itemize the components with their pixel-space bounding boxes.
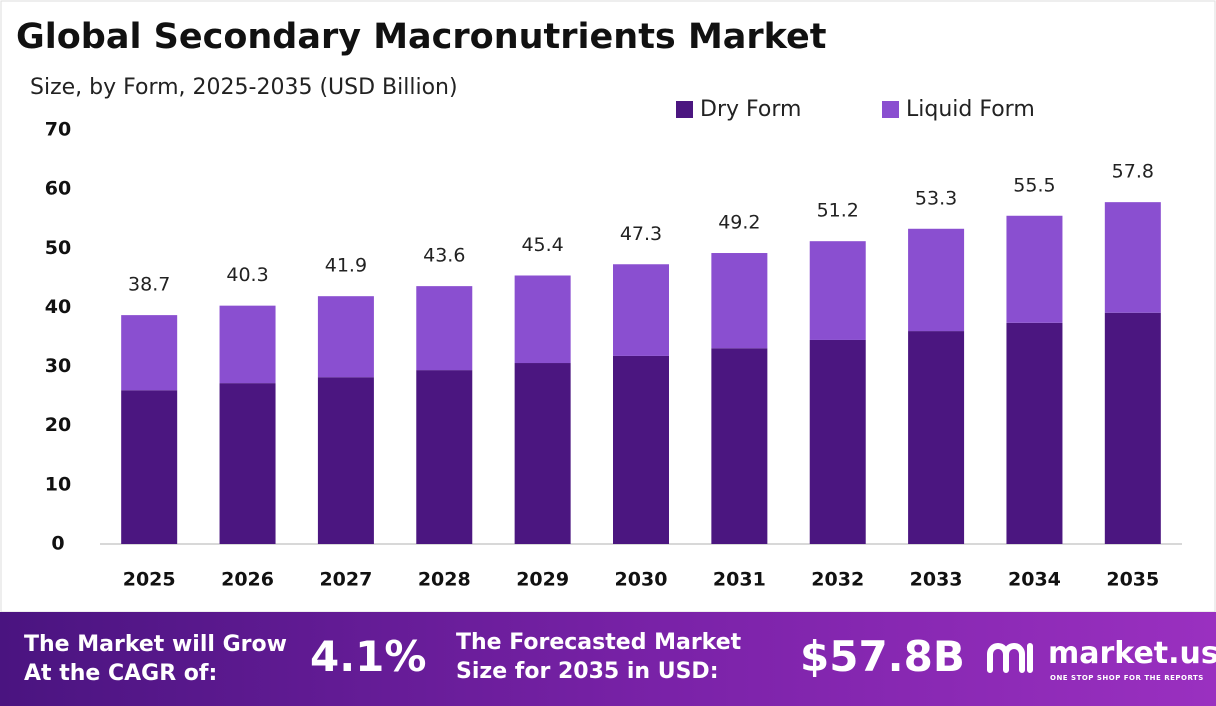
- total-label: 55.5: [1013, 174, 1055, 196]
- x-tick-label: 2035: [1106, 569, 1159, 591]
- bar-segment: [317, 377, 374, 544]
- bar-segment: [317, 296, 374, 378]
- x-tick-label: 2029: [516, 569, 569, 591]
- total-label: 41.9: [325, 255, 367, 277]
- total-label: 57.8: [1112, 161, 1154, 183]
- brand-tagline: ONE STOP SHOP FOR THE REPORTS: [1050, 674, 1204, 682]
- forecast-line: The Forecasted Market: [456, 630, 742, 655]
- total-label: 45.4: [521, 234, 563, 256]
- x-tick-label: 2028: [418, 569, 471, 591]
- bar-segment: [1006, 322, 1063, 544]
- x-tick-label: 2027: [319, 569, 372, 591]
- y-tick-label: 60: [45, 178, 71, 200]
- total-label: 47.3: [620, 223, 662, 245]
- bar-segment: [809, 241, 866, 340]
- total-label: 49.2: [718, 212, 760, 234]
- total-label: 53.3: [915, 187, 957, 209]
- bar-segment: [121, 315, 178, 391]
- bar-segment: [1104, 312, 1161, 544]
- legend-label: Liquid Form: [906, 97, 1035, 122]
- bar-segment: [809, 339, 866, 544]
- legend-label: Dry Form: [700, 97, 801, 122]
- y-tick-label: 50: [45, 237, 71, 259]
- chart: Global Secondary Macronutrients Market S…: [0, 0, 1216, 613]
- brand-name: market.us: [1048, 636, 1216, 671]
- brand-logo: [987, 643, 1033, 673]
- bar-segment: [514, 275, 571, 364]
- forecast-text: The Forecasted Market Size for 2035 in US…: [456, 628, 741, 686]
- cagr-text: The Market will Grow At the CAGR of:: [24, 630, 287, 688]
- x-tick-label: 2033: [910, 569, 963, 591]
- total-label: 43.6: [423, 245, 465, 267]
- y-tick-label: 0: [51, 533, 64, 555]
- bar-segment: [219, 383, 276, 544]
- forecast-line: Size for 2035 in USD:: [456, 659, 719, 684]
- x-tick-label: 2030: [615, 569, 668, 591]
- x-tick-label: 2032: [811, 569, 864, 591]
- x-tick-label: 2034: [1008, 569, 1061, 591]
- total-label: 40.3: [226, 264, 268, 286]
- total-label: 38.7: [128, 274, 170, 296]
- bar-segment: [711, 253, 768, 349]
- y-tick-label: 30: [45, 355, 71, 377]
- bar-segment: [908, 331, 965, 544]
- x-tick-label: 2026: [221, 569, 274, 591]
- total-label: 51.2: [817, 200, 859, 222]
- y-tick-label: 20: [45, 414, 71, 436]
- cagr-line: At the CAGR of:: [24, 661, 218, 686]
- y-tick-label: 40: [45, 296, 71, 318]
- bar-segment: [613, 264, 669, 356]
- bar-segment: [121, 390, 178, 544]
- y-tick-label: 10: [45, 473, 71, 495]
- bar-segment: [416, 286, 473, 371]
- cagr-value: 4.1%: [310, 632, 427, 681]
- bar-segment: [1006, 215, 1063, 323]
- cagr-line: The Market will Grow: [24, 632, 287, 657]
- bar-segment: [711, 348, 768, 544]
- bar-segment: [1104, 202, 1161, 313]
- legend-swatch: [676, 101, 693, 118]
- bar-segment: [219, 305, 276, 384]
- footer-banner: The Market will Grow At the CAGR of: 4.1%…: [0, 612, 1216, 706]
- chart-title: Global Secondary Macronutrients Market: [16, 17, 826, 57]
- y-tick-label: 70: [45, 119, 71, 141]
- chart-subtitle: Size, by Form, 2025-2035 (USD Billion): [30, 75, 458, 100]
- bar-segment: [908, 228, 965, 332]
- bar-segment: [514, 363, 571, 544]
- bar-segment: [613, 355, 669, 544]
- x-tick-label: 2031: [713, 569, 766, 591]
- forecast-value: $57.8B: [800, 632, 965, 681]
- x-tick-label: 2025: [123, 569, 176, 591]
- legend-swatch: [882, 101, 899, 118]
- bar-segment: [416, 370, 473, 544]
